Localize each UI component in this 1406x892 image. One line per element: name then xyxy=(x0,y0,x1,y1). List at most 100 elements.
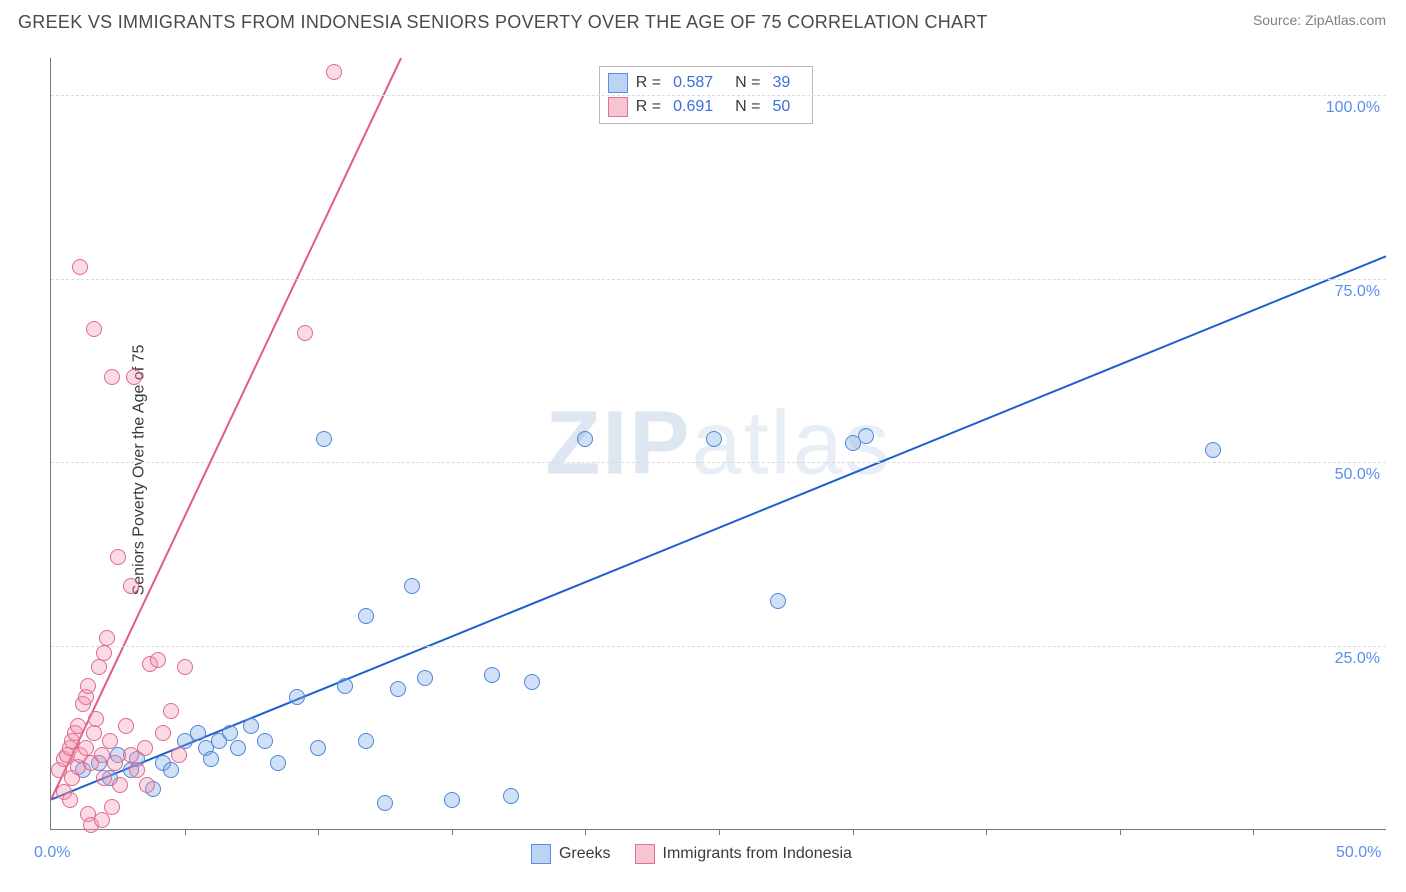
data-point xyxy=(94,812,110,828)
data-point xyxy=(417,670,433,686)
x-tick xyxy=(585,829,586,835)
legend-stats-row: R = 0.691 N = 50 xyxy=(608,95,805,119)
y-tick-label: 25.0% xyxy=(1335,650,1380,668)
n-label: N = xyxy=(735,98,760,116)
legend-swatch xyxy=(531,844,551,864)
data-point xyxy=(112,777,128,793)
data-point xyxy=(858,428,874,444)
chart-container: Seniors Poverty Over the Age of 75 ZIPat… xyxy=(0,48,1406,892)
data-point xyxy=(297,325,313,341)
y-tick-label: 75.0% xyxy=(1335,283,1380,301)
grid-line xyxy=(51,95,1386,96)
chart-source: Source: ZipAtlas.com xyxy=(1253,12,1386,28)
data-point xyxy=(123,578,139,594)
data-point xyxy=(177,659,193,675)
data-point xyxy=(150,652,166,668)
data-point xyxy=(377,795,393,811)
legend-item: Greeks xyxy=(531,844,611,864)
grid-line xyxy=(51,279,1386,280)
data-point xyxy=(126,369,142,385)
n-value: 50 xyxy=(772,98,790,116)
data-point xyxy=(190,725,206,741)
data-point xyxy=(78,740,94,756)
chart-title: GREEK VS IMMIGRANTS FROM INDONESIA SENIO… xyxy=(18,12,988,33)
trend-line xyxy=(51,58,411,800)
data-point xyxy=(129,762,145,778)
r-value: 0.691 xyxy=(673,98,713,116)
data-point xyxy=(289,689,305,705)
data-point xyxy=(243,718,259,734)
y-tick-label: 50.0% xyxy=(1335,466,1380,484)
data-point xyxy=(163,762,179,778)
plot-area: ZIPatlas R =0.587N =39R =0.691N =50 25.0… xyxy=(50,58,1386,830)
x-tick xyxy=(986,829,987,835)
grid-line xyxy=(51,646,1386,647)
data-point xyxy=(326,64,342,80)
legend-series: Greeks Immigrants from Indonesia xyxy=(531,844,852,864)
x-tick xyxy=(1120,829,1121,835)
data-point xyxy=(390,681,406,697)
data-point xyxy=(72,259,88,275)
x-tick xyxy=(719,829,720,835)
data-point xyxy=(102,733,118,749)
legend-label: Immigrants from Indonesia xyxy=(663,845,852,863)
legend-item: Immigrants from Indonesia xyxy=(635,844,852,864)
x-tick xyxy=(185,829,186,835)
data-point xyxy=(86,321,102,337)
x-tick xyxy=(318,829,319,835)
data-point xyxy=(118,718,134,734)
data-point xyxy=(770,593,786,609)
n-value: 39 xyxy=(772,74,790,92)
data-point xyxy=(96,645,112,661)
data-point xyxy=(62,792,78,808)
data-point xyxy=(337,678,353,694)
x-axis-min-label: 0.0% xyxy=(34,844,70,862)
data-point xyxy=(444,792,460,808)
x-tick xyxy=(853,829,854,835)
x-tick xyxy=(1253,829,1254,835)
data-point xyxy=(203,751,219,767)
data-point xyxy=(524,674,540,690)
data-point xyxy=(139,777,155,793)
data-point xyxy=(1205,442,1221,458)
data-point xyxy=(358,733,374,749)
r-label: R = xyxy=(636,98,661,116)
data-point xyxy=(270,755,286,771)
data-point xyxy=(706,431,722,447)
legend-swatch xyxy=(608,73,628,93)
legend-label: Greeks xyxy=(559,845,611,863)
data-point xyxy=(110,549,126,565)
data-point xyxy=(171,747,187,763)
data-point xyxy=(230,740,246,756)
data-point xyxy=(86,725,102,741)
data-point xyxy=(358,608,374,624)
data-point xyxy=(88,711,104,727)
y-tick-label: 100.0% xyxy=(1326,99,1380,117)
data-point xyxy=(155,725,171,741)
data-point xyxy=(99,630,115,646)
data-point xyxy=(104,369,120,385)
r-label: R = xyxy=(636,74,661,92)
legend-swatch xyxy=(635,844,655,864)
data-point xyxy=(257,733,273,749)
data-point xyxy=(484,667,500,683)
data-point xyxy=(316,431,332,447)
r-value: 0.587 xyxy=(673,74,713,92)
legend-stats-row: R = 0.587 N = 39 xyxy=(608,71,805,95)
data-point xyxy=(107,755,123,771)
data-point xyxy=(503,788,519,804)
data-point xyxy=(91,659,107,675)
data-point xyxy=(404,578,420,594)
data-point xyxy=(104,799,120,815)
n-label: N = xyxy=(735,74,760,92)
x-axis-max-label: 50.0% xyxy=(1336,844,1381,862)
grid-line xyxy=(51,462,1386,463)
data-point xyxy=(70,718,86,734)
legend-swatch xyxy=(608,97,628,117)
data-point xyxy=(310,740,326,756)
data-point xyxy=(137,740,153,756)
data-point xyxy=(80,678,96,694)
data-point xyxy=(577,431,593,447)
data-point xyxy=(96,770,112,786)
data-point xyxy=(222,725,238,741)
